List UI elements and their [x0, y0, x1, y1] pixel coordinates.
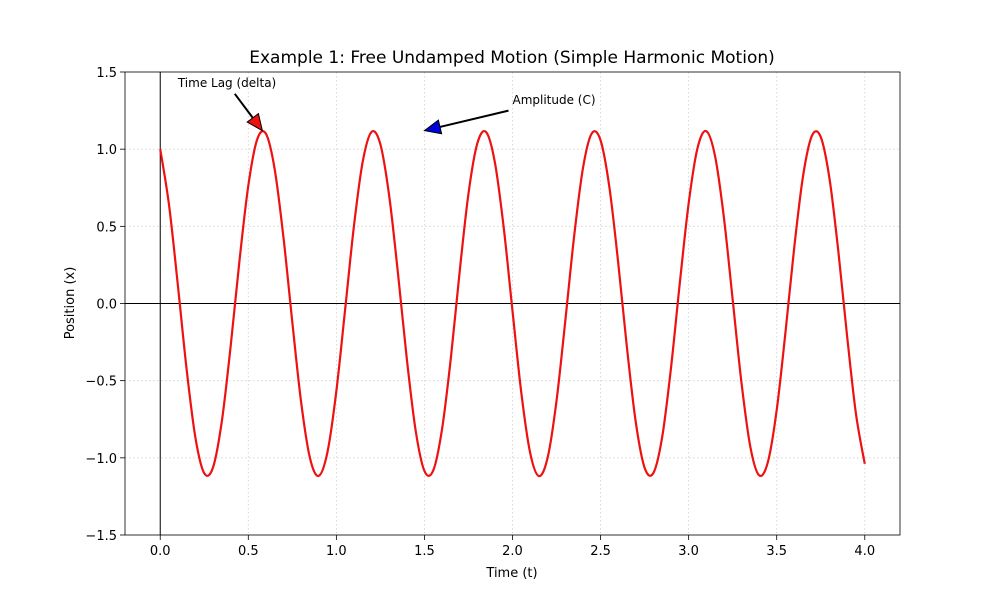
- annotation-arrow-head: [246, 112, 264, 132]
- x-tick-label: 3.0: [678, 544, 699, 559]
- x-tick-label: 2.0: [502, 544, 523, 559]
- x-tick-label: 1.0: [326, 544, 347, 559]
- x-tick-label: 1.5: [414, 544, 435, 559]
- y-tick-label: −1.0: [85, 452, 117, 467]
- y-axis-label: Position (x): [63, 267, 78, 340]
- annotation-arrow-shaft: [233, 93, 254, 119]
- chart-title: Example 1: Free Undamped Motion (Simple …: [249, 48, 775, 68]
- plot-frame: [124, 71, 901, 536]
- y-tick-label: 0.0: [96, 298, 117, 313]
- y-tick-label: 1.5: [96, 66, 117, 81]
- annotation-arrow-head: [423, 119, 443, 135]
- data-line: [159, 129, 866, 478]
- y-tick-label: −1.5: [85, 529, 117, 544]
- x-tick-label: 0.5: [238, 544, 259, 559]
- x-tick-label: 4.0: [854, 544, 875, 559]
- x-tick-label: 2.5: [590, 544, 611, 559]
- annotation-text: Time Lag (delta): [177, 76, 276, 90]
- x-axis-label: Time (t): [485, 566, 537, 581]
- annotation-arrow-shaft: [439, 109, 509, 128]
- annotation-text: Amplitude (C): [513, 93, 596, 107]
- y-tick-label: 0.5: [96, 220, 117, 235]
- x-tick-label: 0.0: [150, 544, 171, 559]
- y-tick-label: 1.0: [96, 143, 117, 158]
- x-tick-label: 3.5: [766, 544, 787, 559]
- y-tick-label: −0.5: [85, 375, 117, 390]
